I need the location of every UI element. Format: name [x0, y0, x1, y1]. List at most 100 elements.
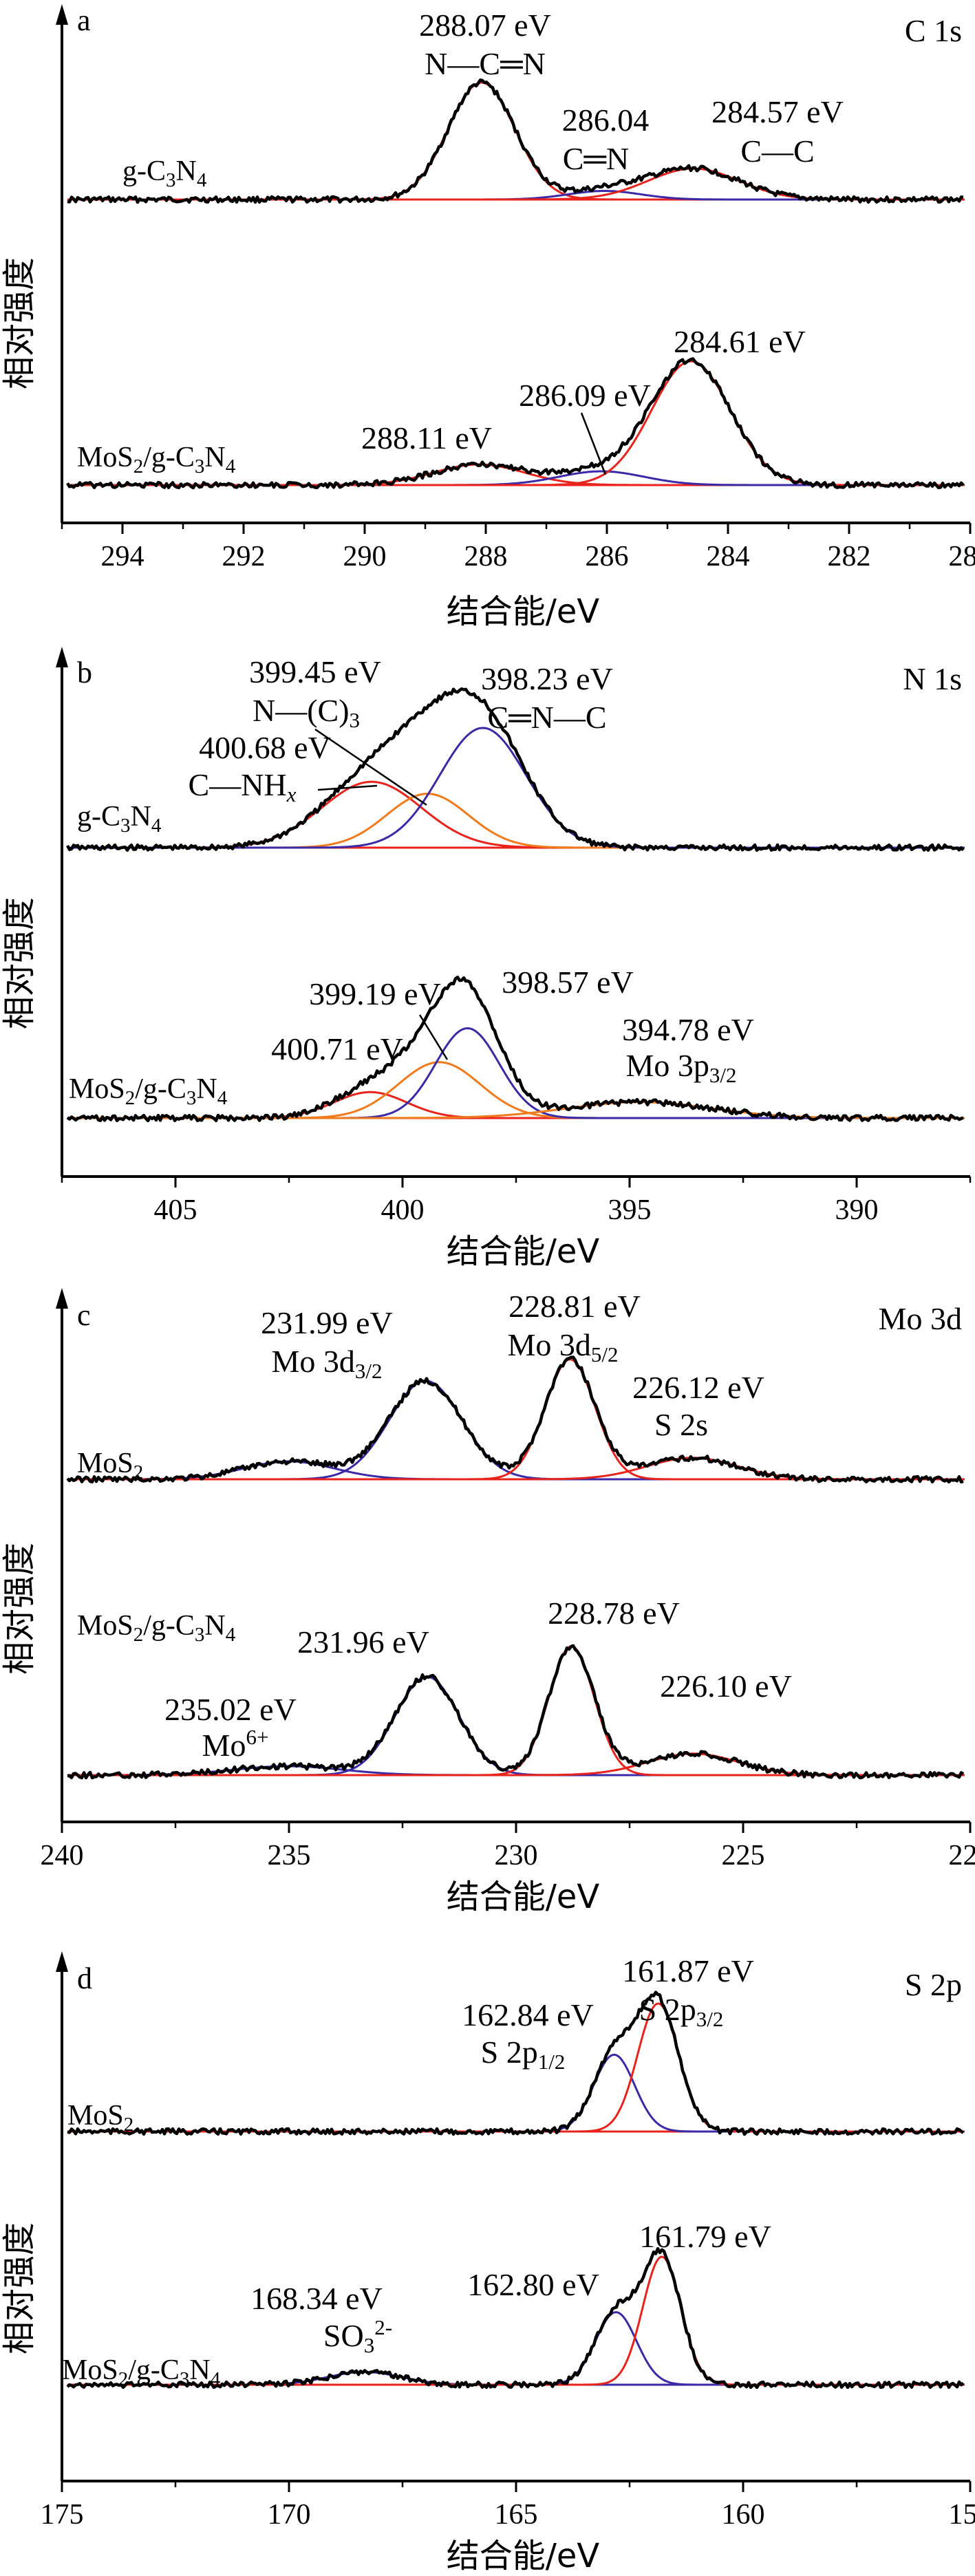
panel-a: 294 292 290 288 286 284 282 280 a C 1s 相对强度 结合能… [0, 0, 975, 640]
x-tick-label: 170 [268, 2499, 311, 2531]
peak-label: 228.81 eV [508, 1289, 641, 1324]
peak-label: 161.87 eV [622, 1953, 754, 1988]
spectrum-top [66, 1355, 965, 1484]
y-axis-label: 相对强度 [0, 897, 39, 1029]
peak-label: 399.45 eV [249, 654, 381, 689]
x-tick-label: 280 [949, 541, 975, 572]
panel-label: b [77, 656, 92, 689]
svg-text:g-C3N4: g-C3N4 [122, 155, 207, 191]
x-axis-label: 结合能/eV [447, 2537, 600, 2575]
peak-label: 288.11 eV [361, 420, 492, 455]
x-tick-label: 235 [268, 1840, 311, 1871]
peak-label: S 2p1/2 [481, 2035, 566, 2074]
spectrum-top [66, 687, 965, 852]
spectrum-bottom [66, 976, 965, 1123]
leader-line [418, 1014, 449, 1060]
peak-label: Mo 3d5/2 [507, 1327, 618, 1366]
peak-label: S 2s [654, 1407, 708, 1442]
x-tick-label: 286 [586, 541, 629, 572]
peak-label: C—C [740, 133, 814, 169]
peak-label: 400.71 eV [271, 1031, 403, 1066]
y-axis-label: 相对强度 [0, 2222, 39, 2354]
y-axis-arrow-icon [56, 1951, 68, 1972]
envelope-curve [66, 976, 964, 1123]
panel-label: d [77, 1962, 92, 1995]
svg-text:MoS2/g-C3N4: MoS2/g-C3N4 [69, 1073, 228, 1109]
spectrum-bottom [66, 2246, 965, 2390]
x-tick-label: 220 [949, 1840, 975, 1871]
leader-line [580, 412, 607, 475]
peak-label: Mo 3p3/2 [625, 1048, 736, 1087]
envelope-curve [67, 1990, 965, 2136]
y-axis-arrow-icon [56, 4, 68, 25]
chart-title: N 1s [903, 661, 962, 696]
leader-line [314, 728, 427, 806]
svg-text:MoS2/g-C3N4: MoS2/g-C3N4 [77, 1610, 236, 1646]
peak-label: 226.10 eV [660, 1668, 792, 1704]
spectrum-top [67, 78, 965, 204]
x-tick-label: 390 [835, 1194, 879, 1226]
x-tick-label: 292 [222, 541, 266, 572]
peak-label: SO32- [323, 2315, 392, 2357]
chart-s2p: 175170165160155 d S 2p 相对强度 结合能/eV MoS2 … [0, 1951, 975, 2575]
x-tick-label: 175 [41, 2499, 84, 2531]
peak-label: 286.04 [562, 103, 650, 138]
peak-label: S 2p3/2 [639, 1992, 724, 2031]
x-tick-label: 400 [381, 1194, 425, 1226]
svg-text:MoS2: MoS2 [77, 1448, 143, 1483]
x-axis-label: 结合能/eV [447, 1878, 600, 1916]
spectrum-top [67, 1990, 965, 2136]
x-tick-label: 225 [722, 1840, 765, 1871]
envelope-curve [66, 687, 965, 852]
x-tick-label: 294 [101, 541, 144, 572]
peak-label: 161.79 eV [639, 2219, 771, 2254]
svg-text:MoS2/g-C3N4: MoS2/g-C3N4 [77, 442, 236, 477]
leader-line [317, 784, 378, 791]
x-tick-label: 288 [464, 541, 508, 572]
peak-label: 226.12 eV [632, 1370, 764, 1405]
x-tick-label: 240 [41, 1840, 84, 1871]
peak-label: C—NHx [189, 767, 297, 806]
peak-label: 231.96 eV [297, 1624, 429, 1660]
component-peak [67, 1358, 965, 1481]
y-axis-label: 相对强度 [0, 257, 39, 389]
x-tick-label: 284 [707, 541, 750, 572]
spectrum-label-bottom: MoS2/g-C3N4 [69, 1073, 228, 1109]
chart-title: Mo 3d [879, 1301, 962, 1336]
envelope-curve [66, 1355, 964, 1484]
svg-text:MoS2/g-C3N4: MoS2/g-C3N4 [62, 2354, 221, 2390]
svg-text:MoS2: MoS2 [67, 2100, 133, 2136]
panel-b: 405 400 395 390 b N 1s 相对强度 结合能/eV g-C3N4 M… [0, 640, 975, 1285]
spectrum-bottom [66, 357, 965, 490]
peak-label: N—(C)3 [253, 693, 360, 732]
spectrum-label-top: g-C3N4 [77, 801, 162, 837]
peak-label: 398.23 eV [481, 661, 613, 696]
chart-title: S 2p [905, 1967, 962, 2002]
peak-label: 394.78 eV [622, 1012, 754, 1047]
peak-label: Mo6+ [202, 1725, 269, 1763]
spectrum-label-top: g-C3N4 [122, 155, 207, 191]
chart-n1s: 405 400 395 390 b N 1s 相对强度 结合能/eV g-C3N4 M… [0, 647, 972, 1271]
panel-c: 240 235 230 225 220 c Mo 3d 相对强度 结合能/eV MoS2… [0, 1285, 975, 1931]
x-tick-label: 290 [343, 541, 387, 572]
x-tick-label: 155 [949, 2499, 975, 2531]
peak-label: 284.57 eV [711, 94, 844, 129]
peak-label: C═N—C [487, 700, 606, 735]
panel-label: c [77, 1298, 91, 1332]
spectrum-label-bottom: MoS2/g-C3N4 [77, 1610, 236, 1646]
peak-label: 162.84 eV [462, 1997, 594, 2032]
peak-label: 168.34 eV [250, 2281, 383, 2316]
peak-label: 284.61 eV [674, 324, 806, 359]
x-axis-label: 结合能/eV [447, 1232, 600, 1271]
peak-label: Mo 3d3/2 [271, 1344, 382, 1383]
x-tick-label: 160 [722, 2499, 765, 2531]
x-tick-label: 165 [495, 2499, 538, 2531]
y-axis-label: 相对强度 [0, 1543, 39, 1675]
spectrum-label-top: MoS2 [77, 1448, 143, 1483]
x-tick-label: 230 [495, 1840, 538, 1871]
envelope-curve [66, 357, 965, 490]
y-axis-arrow-icon [56, 647, 68, 667]
peak-label: 398.57 eV [502, 965, 634, 1000]
chart-c1s: 294 292 290 288 286 284 282 280 a C 1s 相对强度 结合能… [0, 3, 975, 631]
panel-label: a [77, 3, 91, 37]
